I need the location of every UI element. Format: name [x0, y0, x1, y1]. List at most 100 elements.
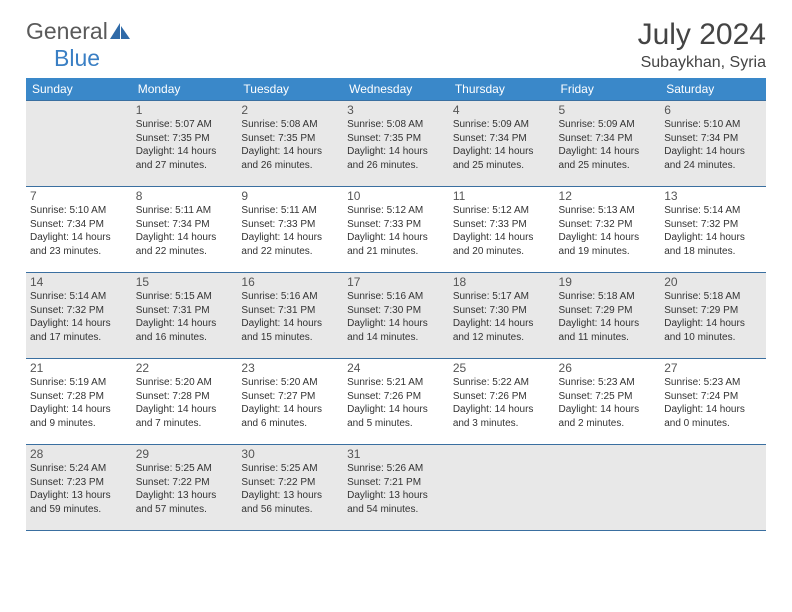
calendar-day-cell: 2Sunrise: 5:08 AMSunset: 7:35 PMDaylight…: [237, 101, 343, 187]
calendar-week-row: 1Sunrise: 5:07 AMSunset: 7:35 PMDaylight…: [26, 101, 766, 187]
calendar-day-cell: 5Sunrise: 5:09 AMSunset: 7:34 PMDaylight…: [555, 101, 661, 187]
day-info: Sunrise: 5:11 AMSunset: 7:34 PMDaylight:…: [136, 204, 234, 258]
calendar-table: SundayMondayTuesdayWednesdayThursdayFrid…: [26, 78, 766, 531]
calendar-day-cell: 20Sunrise: 5:18 AMSunset: 7:29 PMDayligh…: [660, 273, 766, 359]
day-number: 20: [664, 275, 762, 289]
calendar-day-cell: 25Sunrise: 5:22 AMSunset: 7:26 PMDayligh…: [449, 359, 555, 445]
day-info: Sunrise: 5:26 AMSunset: 7:21 PMDaylight:…: [347, 462, 445, 516]
calendar-day-cell: 21Sunrise: 5:19 AMSunset: 7:28 PMDayligh…: [26, 359, 132, 445]
day-info: Sunrise: 5:09 AMSunset: 7:34 PMDaylight:…: [559, 118, 657, 172]
day-info: Sunrise: 5:16 AMSunset: 7:30 PMDaylight:…: [347, 290, 445, 344]
calendar-day-cell: [26, 101, 132, 187]
calendar-day-cell: [660, 445, 766, 531]
day-header: Thursday: [449, 78, 555, 101]
day-info: Sunrise: 5:20 AMSunset: 7:28 PMDaylight:…: [136, 376, 234, 430]
day-info: Sunrise: 5:12 AMSunset: 7:33 PMDaylight:…: [347, 204, 445, 258]
calendar-day-cell: 19Sunrise: 5:18 AMSunset: 7:29 PMDayligh…: [555, 273, 661, 359]
day-info: Sunrise: 5:19 AMSunset: 7:28 PMDaylight:…: [30, 376, 128, 430]
calendar-day-cell: 11Sunrise: 5:12 AMSunset: 7:33 PMDayligh…: [449, 187, 555, 273]
day-number: 5: [559, 103, 657, 117]
day-number: 9: [241, 189, 339, 203]
day-number: 26: [559, 361, 657, 375]
calendar-day-cell: 30Sunrise: 5:25 AMSunset: 7:22 PMDayligh…: [237, 445, 343, 531]
day-number: 18: [453, 275, 551, 289]
day-info: Sunrise: 5:12 AMSunset: 7:33 PMDaylight:…: [453, 204, 551, 258]
day-info: Sunrise: 5:16 AMSunset: 7:31 PMDaylight:…: [241, 290, 339, 344]
calendar-day-cell: 22Sunrise: 5:20 AMSunset: 7:28 PMDayligh…: [132, 359, 238, 445]
calendar-day-cell: 13Sunrise: 5:14 AMSunset: 7:32 PMDayligh…: [660, 187, 766, 273]
calendar-day-cell: 7Sunrise: 5:10 AMSunset: 7:34 PMDaylight…: [26, 187, 132, 273]
day-number: 31: [347, 447, 445, 461]
day-info: Sunrise: 5:11 AMSunset: 7:33 PMDaylight:…: [241, 204, 339, 258]
day-info: Sunrise: 5:23 AMSunset: 7:25 PMDaylight:…: [559, 376, 657, 430]
calendar-day-cell: 12Sunrise: 5:13 AMSunset: 7:32 PMDayligh…: [555, 187, 661, 273]
day-number: 29: [136, 447, 234, 461]
day-info: Sunrise: 5:25 AMSunset: 7:22 PMDaylight:…: [241, 462, 339, 516]
day-info: Sunrise: 5:08 AMSunset: 7:35 PMDaylight:…: [241, 118, 339, 172]
day-number: 15: [136, 275, 234, 289]
day-number: 19: [559, 275, 657, 289]
day-info: Sunrise: 5:23 AMSunset: 7:24 PMDaylight:…: [664, 376, 762, 430]
calendar-day-cell: 31Sunrise: 5:26 AMSunset: 7:21 PMDayligh…: [343, 445, 449, 531]
day-info: Sunrise: 5:15 AMSunset: 7:31 PMDaylight:…: [136, 290, 234, 344]
day-number: 13: [664, 189, 762, 203]
logo: GeneralBlue: [26, 18, 132, 72]
day-number: 6: [664, 103, 762, 117]
calendar-day-cell: [449, 445, 555, 531]
day-info: Sunrise: 5:17 AMSunset: 7:30 PMDaylight:…: [453, 290, 551, 344]
day-number: 21: [30, 361, 128, 375]
day-info: Sunrise: 5:20 AMSunset: 7:27 PMDaylight:…: [241, 376, 339, 430]
location: Subaykhan, Syria: [638, 54, 766, 72]
day-number: 12: [559, 189, 657, 203]
day-number: 11: [453, 189, 551, 203]
logo-sail-icon: [110, 22, 132, 45]
calendar-day-cell: 9Sunrise: 5:11 AMSunset: 7:33 PMDaylight…: [237, 187, 343, 273]
calendar-day-cell: 23Sunrise: 5:20 AMSunset: 7:27 PMDayligh…: [237, 359, 343, 445]
day-info: Sunrise: 5:18 AMSunset: 7:29 PMDaylight:…: [559, 290, 657, 344]
day-number: 16: [241, 275, 339, 289]
day-number: 1: [136, 103, 234, 117]
day-number: 10: [347, 189, 445, 203]
day-info: Sunrise: 5:14 AMSunset: 7:32 PMDaylight:…: [664, 204, 762, 258]
day-info: Sunrise: 5:22 AMSunset: 7:26 PMDaylight:…: [453, 376, 551, 430]
day-info: Sunrise: 5:08 AMSunset: 7:35 PMDaylight:…: [347, 118, 445, 172]
calendar-day-cell: 18Sunrise: 5:17 AMSunset: 7:30 PMDayligh…: [449, 273, 555, 359]
day-header: Friday: [555, 78, 661, 101]
day-header: Saturday: [660, 78, 766, 101]
day-number: 24: [347, 361, 445, 375]
calendar-week-row: 14Sunrise: 5:14 AMSunset: 7:32 PMDayligh…: [26, 273, 766, 359]
day-number: 8: [136, 189, 234, 203]
day-info: Sunrise: 5:14 AMSunset: 7:32 PMDaylight:…: [30, 290, 128, 344]
logo-text-general: General: [26, 18, 108, 44]
calendar-day-cell: 27Sunrise: 5:23 AMSunset: 7:24 PMDayligh…: [660, 359, 766, 445]
day-header: Monday: [132, 78, 238, 101]
day-header: Wednesday: [343, 78, 449, 101]
day-info: Sunrise: 5:24 AMSunset: 7:23 PMDaylight:…: [30, 462, 128, 516]
calendar-week-row: 28Sunrise: 5:24 AMSunset: 7:23 PMDayligh…: [26, 445, 766, 531]
calendar-day-cell: 10Sunrise: 5:12 AMSunset: 7:33 PMDayligh…: [343, 187, 449, 273]
calendar-day-cell: 29Sunrise: 5:25 AMSunset: 7:22 PMDayligh…: [132, 445, 238, 531]
calendar-day-cell: 28Sunrise: 5:24 AMSunset: 7:23 PMDayligh…: [26, 445, 132, 531]
day-number: 27: [664, 361, 762, 375]
day-info: Sunrise: 5:10 AMSunset: 7:34 PMDaylight:…: [664, 118, 762, 172]
month-title: July 2024: [638, 18, 766, 52]
day-info: Sunrise: 5:10 AMSunset: 7:34 PMDaylight:…: [30, 204, 128, 258]
day-info: Sunrise: 5:25 AMSunset: 7:22 PMDaylight:…: [136, 462, 234, 516]
calendar-day-cell: 4Sunrise: 5:09 AMSunset: 7:34 PMDaylight…: [449, 101, 555, 187]
day-info: Sunrise: 5:18 AMSunset: 7:29 PMDaylight:…: [664, 290, 762, 344]
day-number: 22: [136, 361, 234, 375]
logo-text-blue: Blue: [54, 45, 100, 71]
day-number: 3: [347, 103, 445, 117]
calendar-day-cell: 24Sunrise: 5:21 AMSunset: 7:26 PMDayligh…: [343, 359, 449, 445]
calendar-day-cell: 17Sunrise: 5:16 AMSunset: 7:30 PMDayligh…: [343, 273, 449, 359]
calendar-day-cell: 16Sunrise: 5:16 AMSunset: 7:31 PMDayligh…: [237, 273, 343, 359]
page-header: GeneralBlue July 2024 Subaykhan, Syria: [26, 18, 766, 72]
day-number: 23: [241, 361, 339, 375]
calendar-day-cell: 3Sunrise: 5:08 AMSunset: 7:35 PMDaylight…: [343, 101, 449, 187]
calendar-header-row: SundayMondayTuesdayWednesdayThursdayFrid…: [26, 78, 766, 101]
day-header: Sunday: [26, 78, 132, 101]
day-info: Sunrise: 5:21 AMSunset: 7:26 PMDaylight:…: [347, 376, 445, 430]
day-number: 14: [30, 275, 128, 289]
day-number: 25: [453, 361, 551, 375]
calendar-day-cell: 26Sunrise: 5:23 AMSunset: 7:25 PMDayligh…: [555, 359, 661, 445]
